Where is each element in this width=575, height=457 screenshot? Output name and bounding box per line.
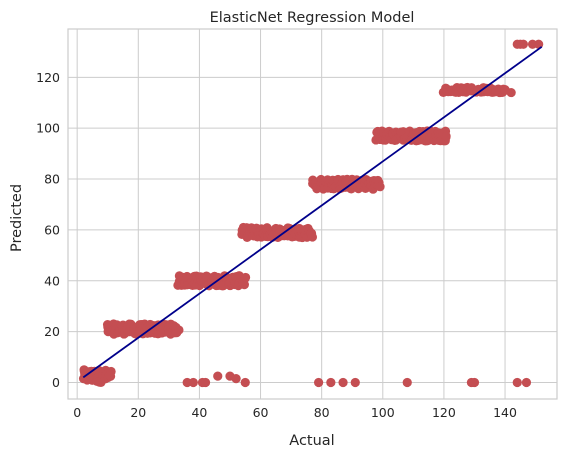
data-point <box>240 272 251 283</box>
data-point <box>239 280 249 290</box>
y-tick-label: 20 <box>44 324 60 339</box>
x-tick-label: 40 <box>191 405 207 420</box>
data-point <box>338 377 348 388</box>
y-tick-label: 0 <box>52 375 60 390</box>
data-point <box>240 377 250 388</box>
plot-frame <box>67 28 558 400</box>
data-point <box>231 374 241 384</box>
data-point <box>469 377 480 388</box>
x-tick-labels: 0 20 40 60 80 100 120 140 <box>73 405 517 420</box>
y-tick-labels: 0 20 40 60 80 100 120 <box>36 70 60 390</box>
x-axis-label: Actual <box>289 433 334 449</box>
x-tick-label: 0 <box>73 405 81 420</box>
y-tick-label: 80 <box>44 172 60 187</box>
y-tick-label: 60 <box>44 222 60 237</box>
data-point <box>174 325 184 335</box>
x-tick-label: 20 <box>130 405 146 420</box>
regression-fit-line <box>82 46 543 379</box>
y-tick-label: 120 <box>36 70 60 85</box>
data-point <box>188 377 198 388</box>
data-point <box>512 377 522 388</box>
x-tick-label: 80 <box>314 405 330 420</box>
x-gridlines <box>76 29 506 399</box>
x-tick-label: 140 <box>493 405 517 420</box>
data-point <box>200 377 211 388</box>
x-tick-label: 100 <box>371 405 395 420</box>
data-point <box>375 182 385 192</box>
x-tick-label: 60 <box>253 405 269 420</box>
data-point <box>441 131 451 141</box>
x-tick-label: 120 <box>432 405 456 420</box>
data-point <box>506 87 516 98</box>
y-tick-label: 100 <box>36 121 60 136</box>
y-axis-label: Predicted <box>9 184 25 252</box>
data-point <box>518 39 528 49</box>
data-point <box>326 377 336 388</box>
data-point <box>521 377 532 388</box>
data-point <box>307 232 318 242</box>
data-points <box>78 39 544 388</box>
data-point <box>491 85 501 95</box>
chart-title: ElasticNet Regression Model <box>210 10 415 26</box>
data-point <box>314 377 324 388</box>
data-point <box>106 366 116 377</box>
data-point <box>402 377 412 388</box>
data-point <box>350 377 360 388</box>
data-point <box>213 371 223 381</box>
y-tick-label: 40 <box>44 273 60 288</box>
